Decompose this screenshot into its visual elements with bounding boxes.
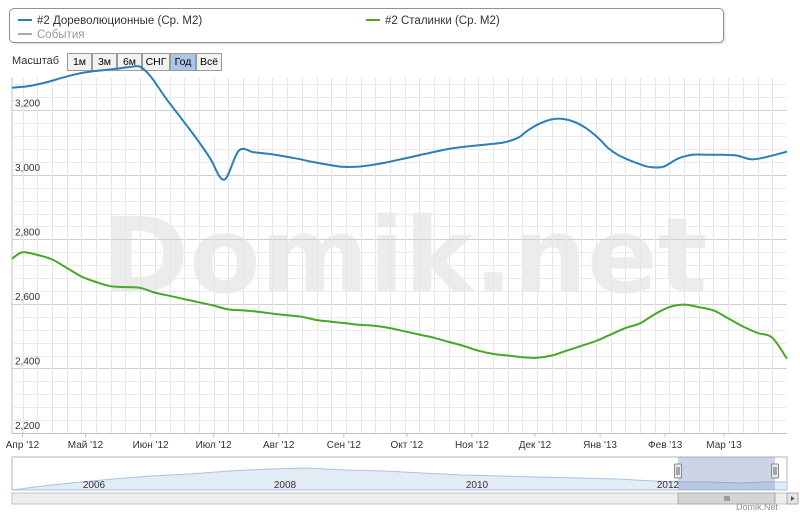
arrow-right-icon — [791, 496, 795, 501]
zoom-button-3m[interactable]: 3м — [92, 53, 117, 71]
y-tick-label: 2,200 — [15, 421, 40, 432]
x-tick-label: Май '12 — [68, 440, 104, 451]
x-tick-label: Фев '13 — [648, 440, 683, 451]
navigator-year-label: 2010 — [466, 480, 489, 491]
x-tick-label: Янв '13 — [583, 440, 617, 451]
x-tick-label: Авг '12 — [263, 440, 295, 451]
x-tick-label: Окт '12 — [391, 440, 424, 451]
zoom-label: Масштаб — [12, 55, 60, 67]
legend-swatch-blue — [18, 18, 32, 21]
legend-label: #2 Дореволюционные (Ср. М2) — [37, 15, 203, 27]
x-tick-label: Апр '12 — [6, 440, 40, 451]
y-tick-label: 2,800 — [15, 227, 40, 238]
x-tick-label: Дек '12 — [519, 440, 552, 451]
zoom-button-all[interactable]: Всё — [196, 53, 222, 71]
navigator-handle-right[interactable] — [771, 463, 779, 479]
navigator-year-label: 2012 — [657, 480, 680, 491]
x-tick-label: Июл '12 — [196, 440, 233, 451]
scrollbar-track[interactable] — [11, 492, 788, 505]
x-tick-label: Июн '12 — [133, 440, 169, 451]
navigator-series-area — [11, 467, 788, 491]
credit-label: Domik.Net — [735, 502, 778, 512]
legend-item-events[interactable]: События — [18, 28, 84, 42]
x-tick-label: Сен '12 — [327, 440, 362, 451]
navigator-year-label: 2008 — [274, 480, 297, 491]
legend: #2 Дореволюционные (Ср. М2) #2 Сталинки … — [9, 8, 724, 43]
x-tick-label: Ноя '12 — [455, 440, 489, 451]
navigator-handle-left[interactable] — [674, 463, 682, 479]
legend-label: События — [37, 29, 85, 41]
navigator-year-label: 2006 — [83, 480, 106, 491]
legend-item-prerevolutionary[interactable]: #2 Дореволюционные (Ср. М2) — [18, 14, 202, 28]
y-tick-label: 3,200 — [15, 98, 40, 109]
legend-label: #2 Сталинки (Ср. М2) — [385, 15, 500, 27]
zoom-button-1m[interactable]: 1м — [67, 53, 92, 71]
zoom-button-year[interactable]: Год — [170, 53, 196, 71]
x-tick-label: Мар '13 — [706, 440, 742, 451]
y-tick-label: 2,600 — [15, 292, 40, 303]
navigator-selection[interactable] — [678, 457, 775, 490]
legend-swatch-gray — [18, 32, 32, 35]
zoom-button-ytd[interactable]: СНГ — [142, 53, 170, 71]
y-tick-label: 2,400 — [15, 356, 40, 367]
legend-item-stalinka[interactable]: #2 Сталинки (Ср. М2) — [366, 14, 500, 28]
series-line-stalinka[interactable] — [11, 251, 788, 360]
series-line-prerevolutionary[interactable] — [11, 64, 788, 181]
y-tick-label: 3,000 — [15, 163, 40, 174]
legend-swatch-green — [366, 18, 380, 21]
